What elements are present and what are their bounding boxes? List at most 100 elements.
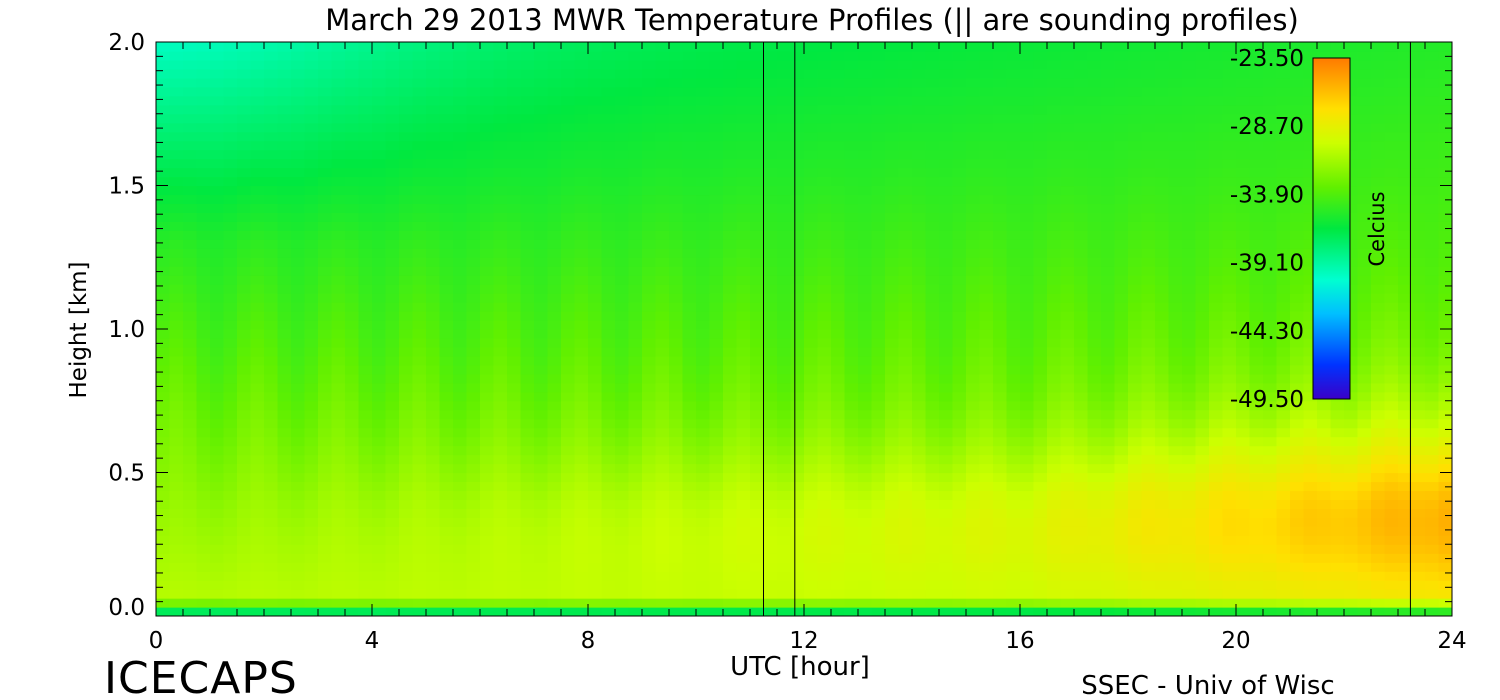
- heatmap-cell: [264, 59, 279, 70]
- heatmap-cell: [345, 526, 360, 536]
- heatmap-cell: [979, 562, 994, 572]
- heatmap-cell: [277, 490, 292, 501]
- heatmap-cell: [1128, 382, 1143, 393]
- heatmap-cell: [561, 212, 576, 222]
- heatmap-cell: [1074, 59, 1089, 70]
- heatmap-cell: [588, 337, 603, 348]
- heatmap-cell: [750, 580, 765, 590]
- heatmap-cell: [264, 42, 279, 52]
- heatmap-cell: [493, 230, 508, 240]
- heatmap-cell: [912, 589, 927, 599]
- heatmap-cell: [952, 355, 967, 366]
- heatmap-cell: [358, 382, 373, 393]
- heatmap-cell: [466, 337, 481, 348]
- heatmap-cell: [399, 337, 414, 348]
- heatmap-cell: [169, 42, 184, 52]
- heatmap-cell: [777, 535, 792, 545]
- heatmap-cell: [669, 95, 684, 106]
- heatmap-cell: [736, 544, 751, 554]
- heatmap-cell: [1168, 391, 1183, 402]
- heatmap-cell: [534, 212, 549, 222]
- heatmap-cell: [1168, 409, 1183, 420]
- heatmap-cell: [358, 176, 373, 187]
- heatmap-cell: [439, 221, 454, 231]
- heatmap-cell: [169, 284, 184, 294]
- heatmap-cell: [1128, 212, 1143, 222]
- heatmap-cell: [966, 400, 981, 411]
- heatmap-cell: [615, 427, 630, 438]
- heatmap-cell: [534, 607, 549, 616]
- heatmap-cell: [426, 194, 441, 205]
- heatmap-cell: [574, 382, 589, 393]
- heatmap-cell: [277, 346, 292, 357]
- heatmap-cell: [1128, 167, 1143, 178]
- heatmap-cell: [453, 472, 468, 483]
- heatmap-cell: [588, 212, 603, 222]
- heatmap-cell: [304, 517, 319, 527]
- heatmap-cell: [453, 86, 468, 97]
- heatmap-cell: [1182, 302, 1197, 312]
- heatmap-cell: [966, 391, 981, 402]
- heatmap-cell: [993, 158, 1008, 169]
- heatmap-cell: [979, 140, 994, 151]
- heatmap-cell: [264, 526, 279, 536]
- heatmap-cell: [304, 284, 319, 294]
- heatmap-cell: [318, 230, 333, 240]
- heatmap-cell: [1033, 607, 1048, 616]
- heatmap-cell: [709, 131, 724, 142]
- heatmap-cell: [1020, 427, 1035, 438]
- heatmap-cell: [736, 275, 751, 285]
- heatmap-cell: [210, 364, 225, 375]
- heatmap-cell: [480, 553, 495, 563]
- heatmap-cell: [1074, 508, 1089, 518]
- heatmap-cell: [1155, 167, 1170, 178]
- heatmap-cell: [804, 149, 819, 160]
- heatmap-cell: [1168, 355, 1183, 366]
- heatmap-cell: [561, 382, 576, 393]
- heatmap-cell: [979, 400, 994, 411]
- heatmap-cell: [547, 364, 562, 375]
- heatmap-cell: [790, 293, 805, 303]
- heatmap-cell: [1020, 382, 1035, 393]
- heatmap-cell: [979, 571, 994, 581]
- heatmap-cell: [817, 176, 832, 187]
- heatmap-cell: [615, 337, 630, 348]
- heatmap-cell: [493, 59, 508, 70]
- heatmap-cell: [399, 50, 414, 61]
- heatmap-cell: [736, 589, 751, 599]
- heatmap-cell: [1033, 355, 1048, 366]
- heatmap-cell: [1114, 104, 1129, 115]
- heatmap-cell: [156, 562, 171, 572]
- heatmap-cell: [898, 185, 913, 196]
- heatmap-cell: [993, 86, 1008, 97]
- heatmap-cell: [520, 149, 535, 160]
- heatmap-cell: [169, 535, 184, 545]
- heatmap-cell: [871, 373, 886, 384]
- heatmap-cell: [1033, 346, 1048, 357]
- heatmap-cell: [1020, 248, 1035, 258]
- heatmap-cell: [345, 131, 360, 142]
- heatmap-cell: [642, 427, 657, 438]
- heatmap-cell: [1182, 140, 1197, 151]
- heatmap-cell: [939, 508, 954, 518]
- heatmap-cell: [291, 257, 306, 267]
- heatmap-cell: [696, 598, 711, 608]
- heatmap-cell: [264, 490, 279, 501]
- heatmap-cell: [466, 59, 481, 70]
- heatmap-cell: [777, 409, 792, 420]
- heatmap-cell: [939, 526, 954, 536]
- heatmap-cell: [790, 86, 805, 97]
- heatmap-cell: [669, 589, 684, 599]
- heatmap-cell: [399, 436, 414, 447]
- heatmap-cell: [885, 454, 900, 465]
- heatmap-cell: [1141, 50, 1156, 61]
- heatmap-cell: [493, 131, 508, 142]
- heatmap-cell: [1047, 194, 1062, 205]
- heatmap-cell: [507, 320, 522, 330]
- heatmap-cell: [898, 158, 913, 169]
- heatmap-cell: [196, 472, 211, 483]
- heatmap-cell: [952, 571, 967, 581]
- heatmap-cell: [507, 553, 522, 563]
- heatmap-cell: [277, 355, 292, 366]
- heatmap-cell: [250, 86, 265, 97]
